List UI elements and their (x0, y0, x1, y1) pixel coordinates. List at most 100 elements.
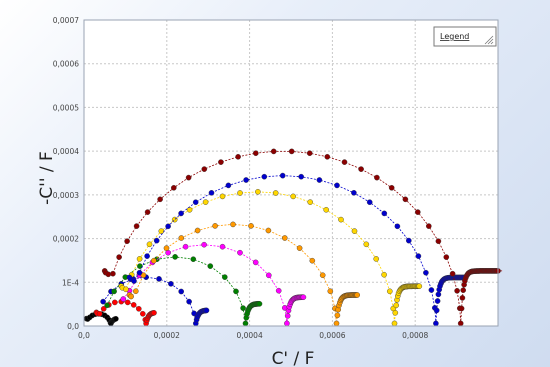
data-point (425, 223, 432, 229)
data-point (354, 292, 361, 298)
data-point (131, 278, 137, 284)
data-point (190, 256, 197, 263)
data-point (186, 298, 192, 305)
data-point (275, 287, 282, 294)
data-point (351, 189, 357, 196)
data-point (186, 206, 193, 213)
data-point (391, 320, 398, 327)
legend-button[interactable]: Legend (433, 26, 497, 47)
data-point (140, 272, 147, 279)
data-point (307, 199, 314, 205)
data-point (405, 237, 412, 244)
x-tick-label: 0,0 (78, 331, 90, 340)
data-point (338, 216, 344, 223)
y-tick-label: 0,0004 (53, 147, 79, 156)
data-point (252, 150, 259, 156)
data-point (435, 291, 442, 298)
data-point (111, 288, 117, 295)
data-point (323, 206, 330, 213)
data-point (363, 241, 370, 248)
data-point (163, 245, 170, 251)
data-point (381, 271, 387, 278)
data-point (219, 193, 226, 200)
data-point (150, 257, 157, 264)
data-point (201, 166, 208, 172)
data-point (240, 305, 246, 311)
series-8 (126, 172, 468, 327)
data-point (423, 269, 429, 276)
data-point (255, 188, 261, 195)
data-point (242, 320, 249, 327)
y-tick-label: 0,0007 (53, 16, 79, 25)
data-point (112, 299, 118, 306)
data-point (415, 253, 422, 259)
data-point (104, 302, 110, 309)
data-point (233, 288, 239, 295)
data-point (185, 174, 192, 181)
tick-labels: 0,0 0,0002 0,0004 0,0006 0,0008 0,0 1E-4 0,0002… (53, 16, 429, 340)
data-point (182, 243, 189, 250)
plot-area (84, 20, 498, 326)
data-point (443, 254, 450, 260)
x-tick-label: 0,0008 (402, 331, 428, 340)
data-point (252, 259, 259, 266)
data-point (208, 189, 215, 196)
data-point (433, 320, 439, 327)
plot-border (83, 19, 499, 327)
data-point (296, 245, 303, 251)
data-point (334, 312, 341, 319)
data-point (178, 210, 184, 217)
resize-grip-icon[interactable] (484, 35, 494, 45)
legend-box[interactable] (433, 26, 497, 47)
data-point (132, 288, 139, 295)
data-point (151, 309, 157, 316)
data-point (351, 228, 358, 234)
data-point (221, 274, 228, 280)
data-point (300, 294, 307, 301)
data-point (366, 199, 373, 205)
data-point (100, 298, 106, 305)
data-point (168, 280, 174, 287)
data-point (459, 295, 466, 301)
data-point (394, 223, 401, 230)
data-point (435, 238, 442, 244)
series-6 (126, 221, 361, 327)
data-point (373, 256, 380, 262)
data-point (156, 276, 162, 282)
data-point (137, 263, 143, 269)
data-point (144, 209, 151, 215)
data-point (414, 209, 421, 215)
data-point (460, 287, 467, 294)
data-point (230, 221, 236, 228)
x-tick-label: 0,0004 (236, 331, 262, 340)
data-point (170, 184, 177, 191)
legend-label[interactable]: Legend (440, 32, 469, 41)
data-point (265, 227, 272, 234)
data-point (458, 305, 465, 312)
data-point (393, 302, 400, 309)
data-point (265, 272, 272, 279)
data-point (139, 310, 146, 317)
data-point (449, 270, 456, 277)
data-point (402, 196, 409, 203)
data-point (178, 288, 184, 295)
data-point (135, 305, 142, 312)
series-5 (120, 241, 307, 327)
data-point (100, 305, 107, 312)
data-point (284, 313, 291, 319)
y-tick-label: 0,0005 (53, 103, 79, 112)
data-point (248, 223, 254, 229)
data-point (341, 159, 348, 165)
data-point (219, 243, 226, 250)
data-point (256, 300, 263, 307)
y-tick-label: 0,0003 (53, 191, 79, 200)
data-point (279, 172, 286, 179)
data-point (237, 249, 243, 256)
data-point (281, 235, 288, 241)
data-point (146, 241, 153, 248)
y-tick-label: 0,0 (67, 322, 79, 331)
data-point (433, 307, 440, 314)
data-point (178, 235, 185, 241)
